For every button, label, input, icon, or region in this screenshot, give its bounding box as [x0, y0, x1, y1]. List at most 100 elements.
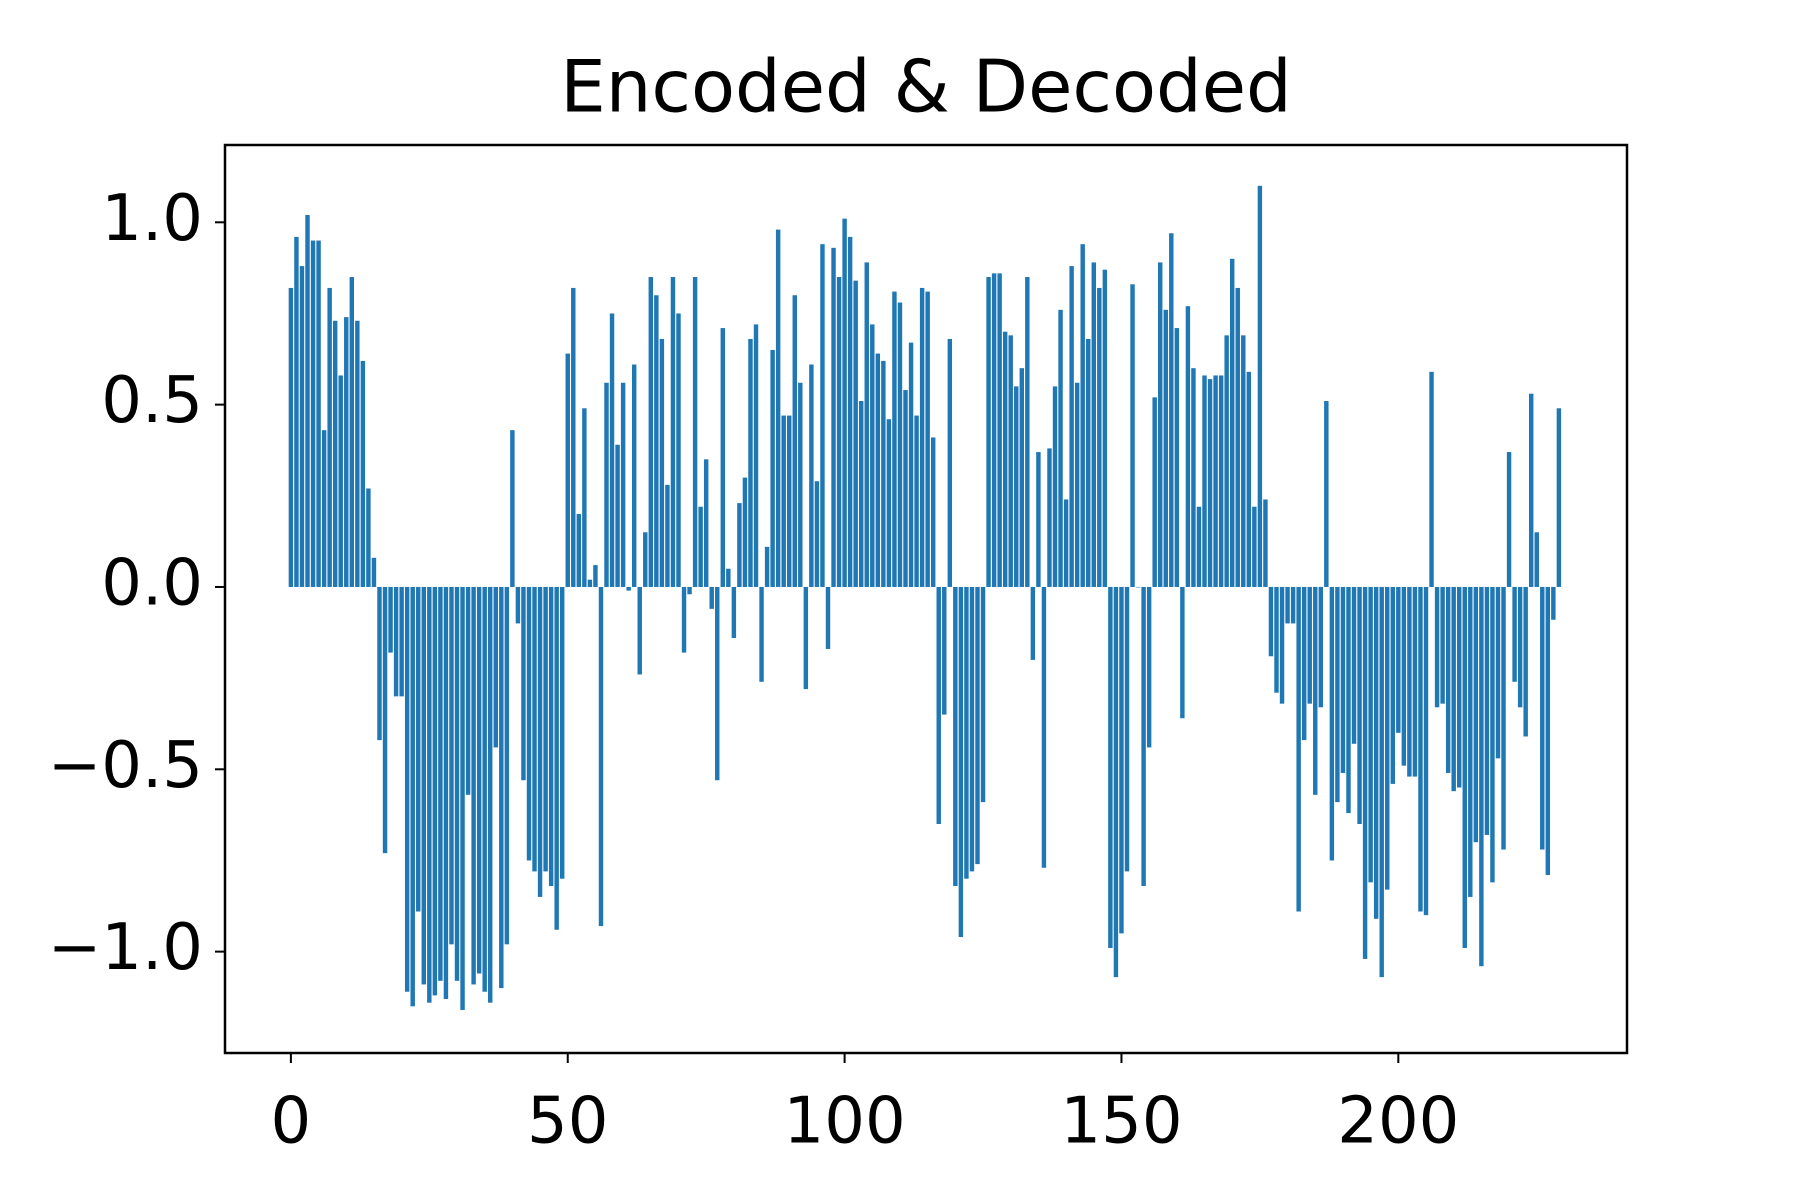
bar	[864, 262, 869, 587]
bar	[1329, 586, 1335, 861]
bar	[465, 586, 471, 795]
bar	[609, 313, 615, 587]
bar	[582, 408, 587, 587]
bar	[416, 586, 421, 912]
bar	[842, 218, 847, 587]
bar	[1479, 586, 1484, 967]
bar	[1495, 586, 1501, 759]
bar	[809, 364, 814, 587]
bar	[781, 415, 786, 587]
bar	[1252, 506, 1257, 587]
bar	[1468, 586, 1473, 897]
bar	[1357, 586, 1362, 824]
bar	[964, 586, 969, 879]
bar	[1119, 586, 1124, 934]
bar	[1041, 586, 1047, 868]
bar	[548, 586, 554, 886]
x-tick-label: 50	[527, 1085, 608, 1159]
bar	[327, 287, 332, 587]
bar	[820, 244, 825, 587]
bar	[997, 273, 1002, 587]
bar	[460, 586, 465, 1010]
bar	[1146, 586, 1152, 748]
bar	[692, 277, 698, 587]
bar	[969, 586, 975, 872]
bar	[1368, 586, 1373, 883]
y-tick-label: −1.0	[48, 911, 203, 985]
bar	[1063, 499, 1069, 587]
bar	[432, 586, 438, 996]
bar	[1025, 277, 1030, 587]
bar	[742, 477, 748, 587]
bar	[892, 291, 897, 587]
bar	[1030, 586, 1036, 660]
bar	[288, 287, 294, 587]
bar	[709, 586, 714, 609]
bar	[1152, 397, 1157, 587]
x-tick-label: 200	[1337, 1085, 1459, 1159]
bar	[1340, 586, 1346, 773]
bar	[626, 586, 631, 591]
bar	[1313, 586, 1318, 795]
bar	[1047, 448, 1052, 587]
bar	[875, 353, 881, 587]
bar	[720, 328, 726, 587]
y-tick-label: 0.0	[101, 547, 203, 621]
bar	[360, 360, 366, 587]
bar	[919, 287, 925, 587]
bar	[1301, 586, 1307, 741]
bar	[454, 586, 460, 981]
bar	[925, 291, 930, 587]
bar	[1362, 586, 1368, 959]
bar	[1545, 586, 1551, 876]
bar	[1285, 586, 1290, 624]
bar	[482, 586, 487, 992]
bar	[449, 586, 454, 945]
bar	[698, 506, 703, 587]
bar	[803, 586, 809, 690]
bar	[1307, 586, 1312, 704]
bar	[1135, 586, 1141, 588]
bar	[1318, 586, 1324, 708]
bar	[1169, 233, 1174, 587]
y-tick-label: −0.5	[48, 729, 203, 803]
bar	[1412, 586, 1418, 777]
bar	[1540, 586, 1545, 850]
bar	[438, 586, 443, 981]
bar	[1490, 586, 1495, 883]
bar	[305, 215, 310, 587]
bar	[338, 375, 343, 587]
bar	[1058, 309, 1063, 587]
bar	[731, 586, 737, 639]
bar	[554, 586, 559, 930]
x-tick-label: 150	[1060, 1085, 1182, 1159]
bar	[1008, 335, 1013, 587]
bar	[1069, 266, 1074, 587]
bar	[665, 484, 670, 587]
bar	[881, 360, 886, 587]
bar	[1130, 284, 1135, 587]
bar	[1390, 586, 1395, 784]
bar	[504, 586, 510, 945]
bar	[294, 236, 299, 587]
bar	[604, 382, 609, 587]
bar	[410, 586, 415, 1007]
bar	[1528, 393, 1534, 587]
bar	[587, 579, 593, 587]
x-tick-label: 100	[784, 1085, 906, 1159]
bar	[1296, 586, 1301, 912]
bar	[980, 586, 986, 803]
bar	[427, 586, 432, 1003]
bar	[1279, 586, 1285, 704]
bar	[1080, 244, 1085, 587]
bar	[648, 277, 654, 587]
bar	[759, 586, 764, 682]
bar	[471, 586, 476, 985]
bar	[377, 586, 382, 741]
bar	[1019, 368, 1025, 587]
bar	[814, 481, 820, 587]
bar	[1174, 328, 1180, 587]
bar	[1074, 382, 1080, 587]
bar	[1191, 368, 1196, 587]
bar	[1102, 269, 1108, 587]
